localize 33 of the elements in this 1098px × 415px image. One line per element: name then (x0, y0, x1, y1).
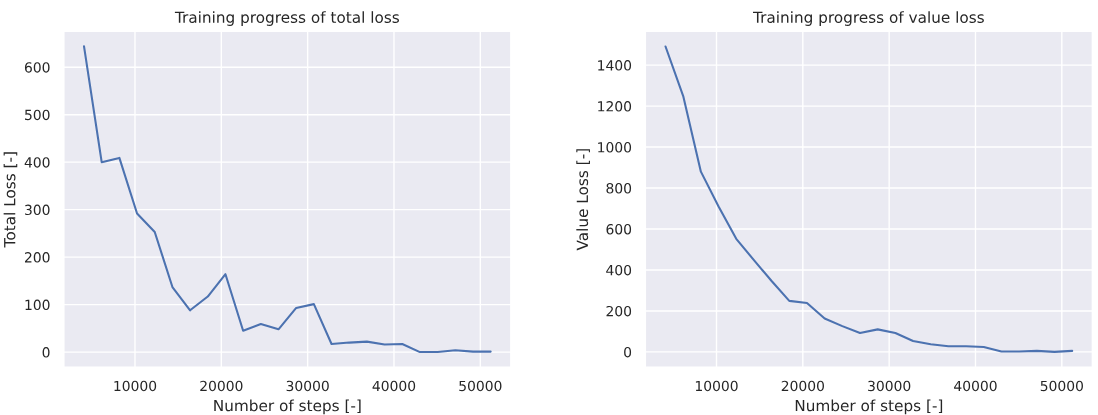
x-tick-label: 50000 (1040, 380, 1083, 392)
y-tick-label: 800 (606, 183, 632, 194)
y-tick-label: 1400 (598, 60, 632, 71)
x-axis-title: Number of steps [-] (795, 399, 943, 415)
x-tick-label: 40000 (954, 380, 997, 392)
y-tick-label: 600 (24, 62, 50, 73)
x-tick-label: 30000 (868, 380, 911, 392)
y-axis-title: Value Loss [-] (576, 149, 590, 251)
x-tick-label: 10000 (114, 380, 157, 392)
line-series (664, 45, 1074, 353)
chart-title: Training progress of value loss (753, 11, 984, 26)
y-tick-label: 200 (25, 252, 50, 263)
y-tick-label: 100 (25, 299, 50, 311)
y-tick-label: 1200 (598, 101, 632, 112)
y-tick-label: 400 (606, 264, 632, 276)
y-tick-label: 1000 (598, 142, 632, 153)
x-axis-title: Number of steps [-] (214, 399, 361, 415)
x-tick-label: 50000 (459, 380, 502, 392)
y-axis-title: Total Loss [-] (3, 152, 18, 248)
y-tick-label: 400 (24, 157, 50, 168)
chart-title: Training progress of total loss (174, 11, 399, 26)
y-tick-label: 500 (25, 109, 50, 121)
y-tick-label: 200 (606, 305, 632, 317)
x-tick-label: 20000 (200, 380, 243, 392)
y-tick-label: 600 (606, 223, 632, 235)
x-tick-label: 10000 (695, 380, 738, 392)
x-tick-label: 30000 (286, 380, 329, 392)
x-tick-label: 40000 (372, 380, 416, 392)
y-tick-label: 0 (42, 347, 50, 358)
y-tick-label: 0 (624, 346, 632, 358)
line-series (82, 45, 492, 354)
y-tick-label: 300 (25, 204, 50, 216)
x-tick-label: 20000 (781, 380, 824, 392)
